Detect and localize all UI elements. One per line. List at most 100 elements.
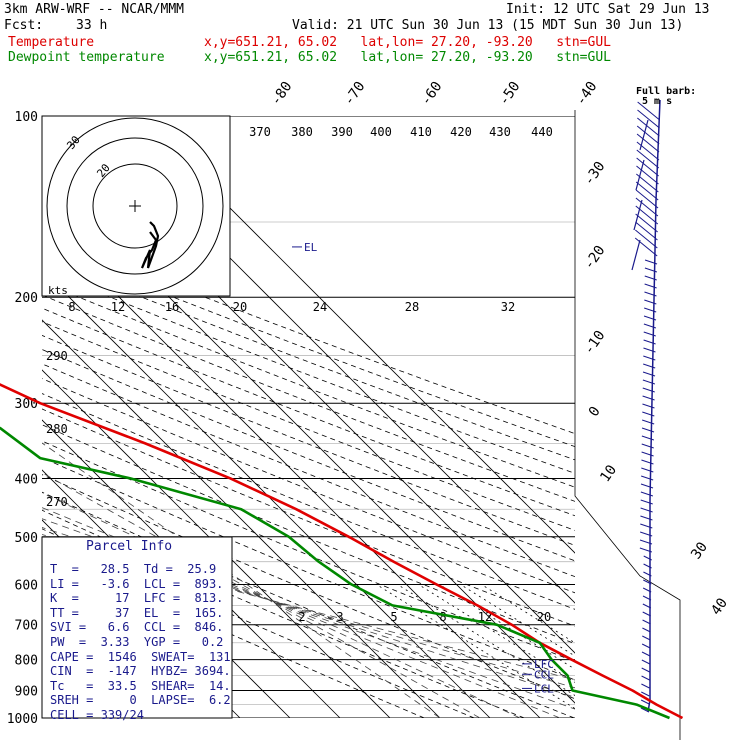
wind-barb: [642, 419, 655, 425]
isotherm-label: -10: [581, 328, 609, 358]
isotherm-label: -70: [341, 79, 369, 109]
wind-area-outline: [574, 455, 681, 740]
parcel-panel-frame: [41, 536, 233, 719]
isotherm-line: [42, 219, 541, 718]
isotherm-line: [137, 116, 575, 554]
mixing-ratio-line: [460, 584, 575, 657]
pressure-tick-label: 500: [15, 531, 38, 546]
wind-barb: [643, 571, 652, 577]
hodograph-ring: [46, 117, 224, 295]
hodograph-ring: [92, 163, 178, 249]
wind-barb: [635, 213, 658, 233]
wind-barb: [641, 651, 651, 657]
isotherm-label: 0: [586, 404, 604, 420]
wind-barb: [642, 403, 655, 409]
wind-barb: [641, 475, 654, 481]
parcel-info-row: LI = -3.6 LCL = 893.: [50, 576, 224, 591]
wind-barb: [644, 275, 657, 281]
wind-barb: [643, 355, 656, 361]
wind-barb: [641, 683, 650, 689]
wind-barb: [636, 149, 660, 169]
wind-barb: [643, 331, 656, 337]
wind-barb-flag: [639, 119, 649, 151]
wind-barb: [642, 587, 652, 593]
wind-barb: [643, 363, 656, 369]
theta-label: 370: [249, 125, 271, 139]
theta-label: 410: [410, 125, 432, 139]
parcel-info-row: SREH = 0 LAPSE= 6.2: [50, 693, 231, 708]
dry-adiabat: [42, 281, 575, 488]
theta-label: 430: [489, 125, 511, 139]
parcel-info-row: PW = 3.33 YGP = 0.2: [50, 635, 224, 649]
temperature-legend: Temperature: [8, 35, 95, 50]
wind-barb-flag: [631, 239, 641, 271]
wind-barb: [643, 339, 656, 345]
level-marker-label: CCL: [534, 668, 554, 681]
mixing-ratio-label: 20: [537, 610, 551, 624]
moist-adiabat: [42, 472, 481, 718]
wind-barb: [641, 691, 650, 697]
pressure-tick-label: 900: [15, 684, 38, 699]
wind-barb: [642, 611, 651, 617]
moist-adiabat: [42, 527, 575, 698]
theta-label: 420: [450, 125, 472, 139]
wind-barb: [643, 323, 657, 329]
dry-adiabat: [42, 232, 575, 435]
isotherm-line: [42, 319, 441, 718]
parcel-info-row: CAPE = 1546 SWEAT= 131: [50, 649, 231, 664]
wind-barb: [641, 451, 654, 457]
isotherm-label: -60: [418, 79, 446, 109]
moist-adiabat: [42, 492, 521, 718]
parcel-info-row: T = 28.5 Td = 25.9: [50, 562, 217, 576]
hodograph-kts-label: kts: [48, 284, 68, 297]
wind-barb: [642, 411, 655, 417]
hodograph-speed-label: 16: [165, 300, 179, 314]
theta-e-label: 280: [46, 422, 68, 436]
wind-barb: [636, 125, 660, 145]
parcel-info-row: CELL = 339/24: [50, 708, 144, 722]
pressure-tick-label: 800: [15, 654, 38, 669]
wind-barb: [636, 157, 659, 177]
wind-barb: [640, 515, 653, 521]
moist-adiabat: [42, 442, 441, 718]
parcel-info-frame: [41, 536, 233, 719]
dewpoint-location: x,y=651.21, 65.02 lat,lon= 27.20, -93.20…: [204, 50, 611, 65]
theta-label: 380: [291, 125, 313, 139]
wind-barb: [635, 197, 659, 217]
wind-barb: [639, 539, 653, 545]
wind-barb: [642, 603, 652, 609]
wind-barb: [642, 635, 651, 641]
isotherm-label: -30: [581, 159, 609, 189]
wind-profile: Full barb:5 m s 30 40: [574, 86, 731, 740]
temperature-line: [0, 383, 684, 720]
level-marker-label: LCL: [534, 682, 554, 695]
hodograph-speed-label: 28: [405, 300, 419, 314]
level-marker-label: EL: [304, 241, 318, 254]
wind-barb: [640, 483, 654, 489]
mixing-ratio-line: [481, 584, 575, 644]
wind-barb: [637, 117, 660, 137]
wind-barb: [639, 531, 653, 537]
parcel-info-title: Parcel Info: [86, 539, 173, 554]
wind-barb: [636, 141, 660, 161]
wind-barb: [635, 181, 659, 201]
mixing-ratio-label: 8: [439, 610, 446, 624]
wind-barb: [644, 259, 658, 265]
wind-barb: [636, 165, 659, 185]
isotherm-label: -50: [496, 79, 524, 109]
wind-barb: [641, 435, 655, 441]
mixing-ratio-label: 5: [390, 610, 397, 624]
mixing-ratio-label: 12: [478, 610, 492, 624]
pressure-tick-label: 200: [15, 291, 38, 306]
parcel-info-row: TT = 37 EL = 165.: [50, 605, 224, 620]
temperature-location: x,y=651.21, 65.02 lat,lon= 27.20, -93.20…: [204, 35, 611, 50]
pressure-tick-label: 300: [15, 397, 38, 412]
wind-barb: [642, 387, 655, 393]
wind-barb: [637, 101, 660, 121]
forecast-label: Fcst:: [4, 18, 44, 33]
mixing-ratio-label: 3: [336, 610, 343, 624]
wind-barb: [639, 547, 653, 553]
dry-adiabat: [42, 408, 575, 627]
isotherm-label: -20: [581, 243, 609, 273]
